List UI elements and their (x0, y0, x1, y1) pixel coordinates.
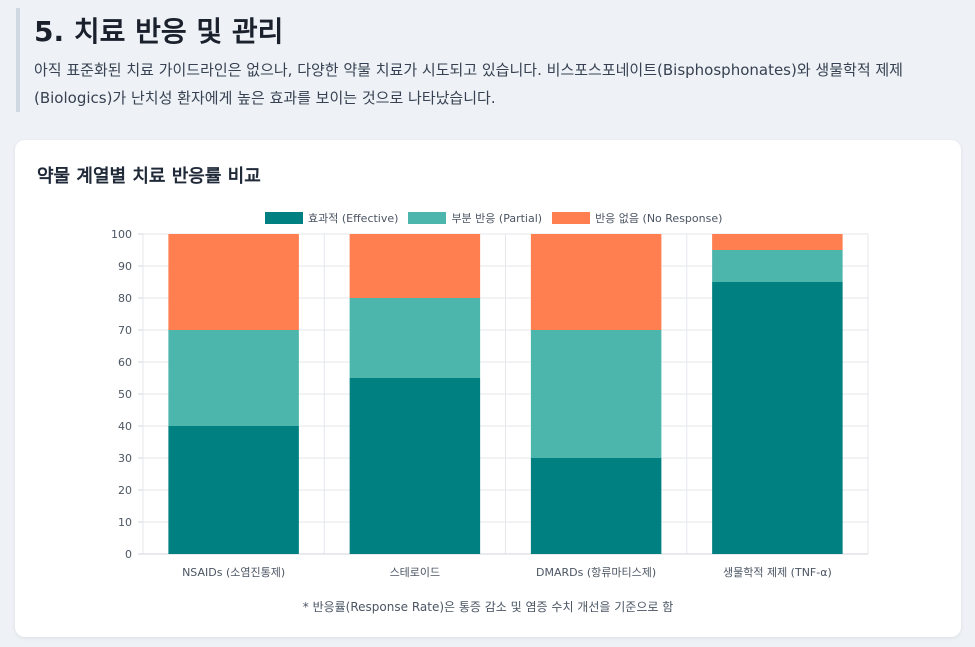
y-tick-label: 50 (118, 388, 132, 401)
y-tick-label: 40 (118, 420, 132, 433)
bar-no-response-0 (168, 234, 299, 330)
x-tick-label: 스테로이드 (390, 566, 441, 579)
bar-no-response-3 (712, 234, 843, 250)
legend-label-partial: 부분 반응 (Partial) (451, 212, 543, 225)
bar-partial-3 (712, 250, 843, 282)
legend-item-effective[interactable]: 효과적 (Effective) (265, 210, 398, 226)
legend-swatch-partial (408, 212, 447, 224)
bar-effective-2 (530, 458, 662, 554)
y-tick-label: 80 (118, 292, 132, 305)
legend-item-no-response[interactable]: 반응 없음 (No Response) (552, 210, 722, 226)
y-tick-label: 20 (118, 484, 132, 497)
section-header: 5. 치료 반응 및 관리 아직 표준화된 치료 가이드라인은 없으나, 다양한… (16, 8, 956, 112)
legend-label-no-response: 반응 없음 (No Response) (595, 212, 723, 225)
bar-partial-2 (530, 330, 662, 458)
y-tick-label: 90 (118, 260, 132, 273)
legend-swatch-effective (265, 212, 303, 224)
bar-partial-1 (349, 298, 481, 378)
y-tick-label: 0 (125, 548, 132, 561)
y-tick-label: 30 (118, 452, 132, 465)
chart-card: 약물 계열별 치료 반응률 비교 효과적 (Effective) 부분 반응 (… (15, 140, 961, 637)
section-description: 아직 표준화된 치료 가이드라인은 없으나, 다양한 약물 치료가 시도되고 있… (34, 61, 903, 107)
y-tick-label: 10 (118, 516, 132, 529)
bar-partial-0 (168, 330, 299, 426)
chart-footnote: * 반응률(Response Rate)은 통증 감소 및 염증 수치 개선을 … (302, 600, 674, 614)
legend-swatch-no-response (552, 212, 591, 224)
bar-effective-0 (168, 426, 299, 554)
bar-effective-1 (349, 378, 481, 554)
x-tick-label: DMARDs (항류마티스제) (536, 566, 656, 579)
x-tick-label: NSAIDs (소염진통제) (182, 566, 285, 579)
bar-effective-3 (712, 282, 843, 554)
stacked-bar-chart: 0 10 20 30 40 50 60 70 80 90 100 NSAIDs (소염진통제) 스테로이… (111, 228, 869, 579)
x-tick-label: 생물학적 제제 (TNF-α) (723, 566, 832, 579)
legend-item-partial[interactable]: 부분 반응 (Partial) (408, 210, 542, 226)
bar-no-response-2 (530, 234, 662, 330)
y-tick-label: 60 (118, 356, 132, 369)
y-tick-label: 100 (111, 228, 132, 241)
bar-no-response-1 (349, 234, 481, 298)
chart-card-title: 약물 계열별 치료 반응률 비교 (37, 166, 261, 187)
section-title: 5. 치료 반응 및 관리 (34, 15, 284, 48)
chart-legend: 효과적 (Effective) 부분 반응 (Partial) 반응 없음 (N… (265, 210, 722, 226)
y-tick-label: 70 (118, 324, 132, 337)
legend-label-effective: 효과적 (Effective) (308, 212, 399, 225)
